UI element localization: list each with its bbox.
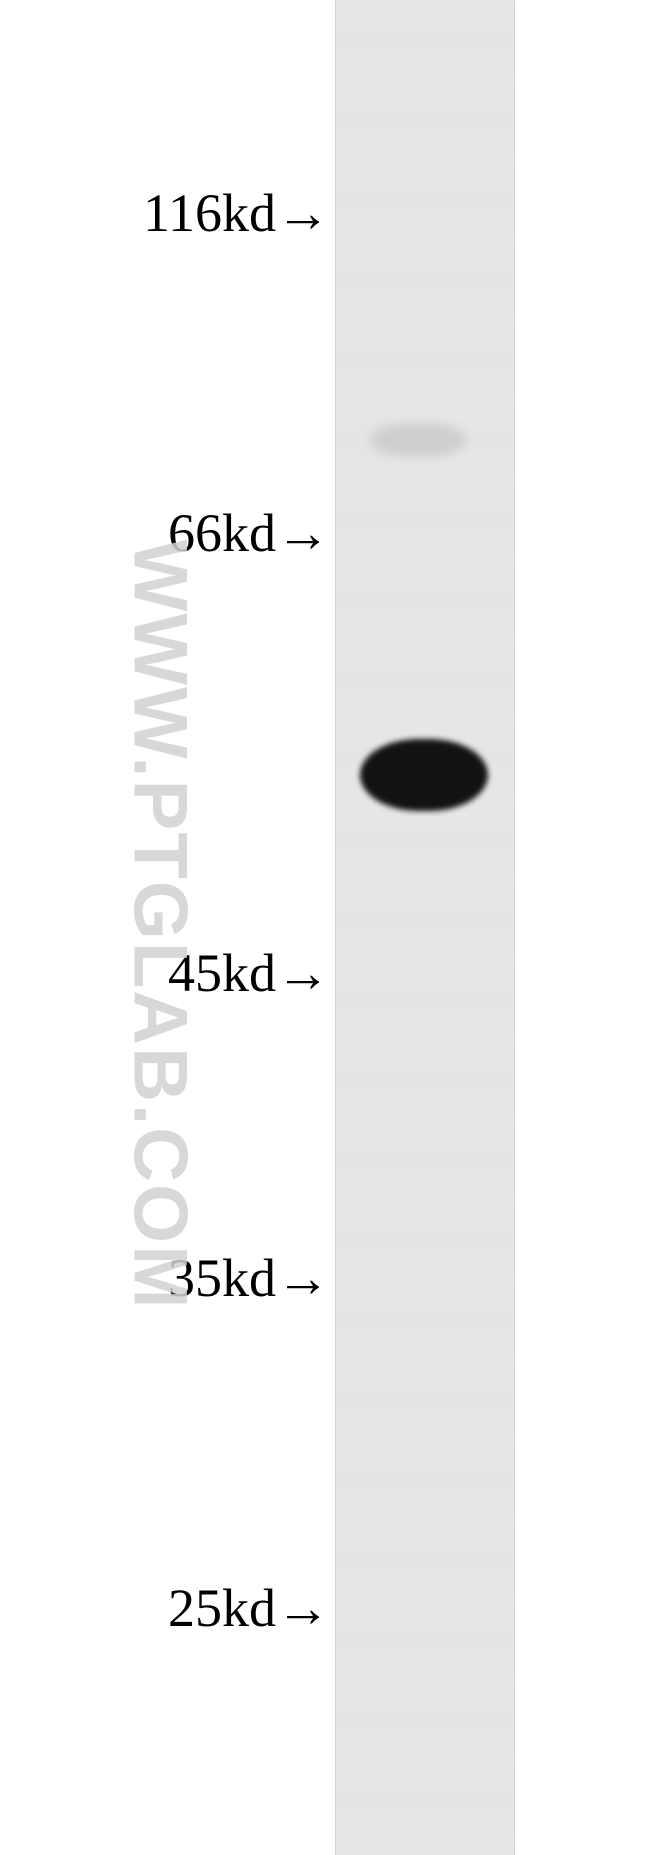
- faint-band: [370, 423, 466, 457]
- watermark-text: WWW.PTGLAB.COM: [117, 540, 204, 1311]
- lane-texture: [336, 0, 514, 1855]
- blot-lane: [335, 0, 515, 1855]
- marker-25kd: 25kd→: [168, 1577, 330, 1639]
- marker-45kd: 45kd→: [168, 942, 330, 1004]
- main-band: [360, 739, 488, 811]
- blot-canvas: 116kd→ 66kd→ 45kd→ 35kd→ 25kd→ WWW.PTGLA…: [0, 0, 650, 1855]
- marker-66kd: 66kd→: [168, 502, 330, 564]
- marker-35kd: 35kd→: [168, 1247, 330, 1309]
- marker-116kd: 116kd→: [143, 182, 330, 244]
